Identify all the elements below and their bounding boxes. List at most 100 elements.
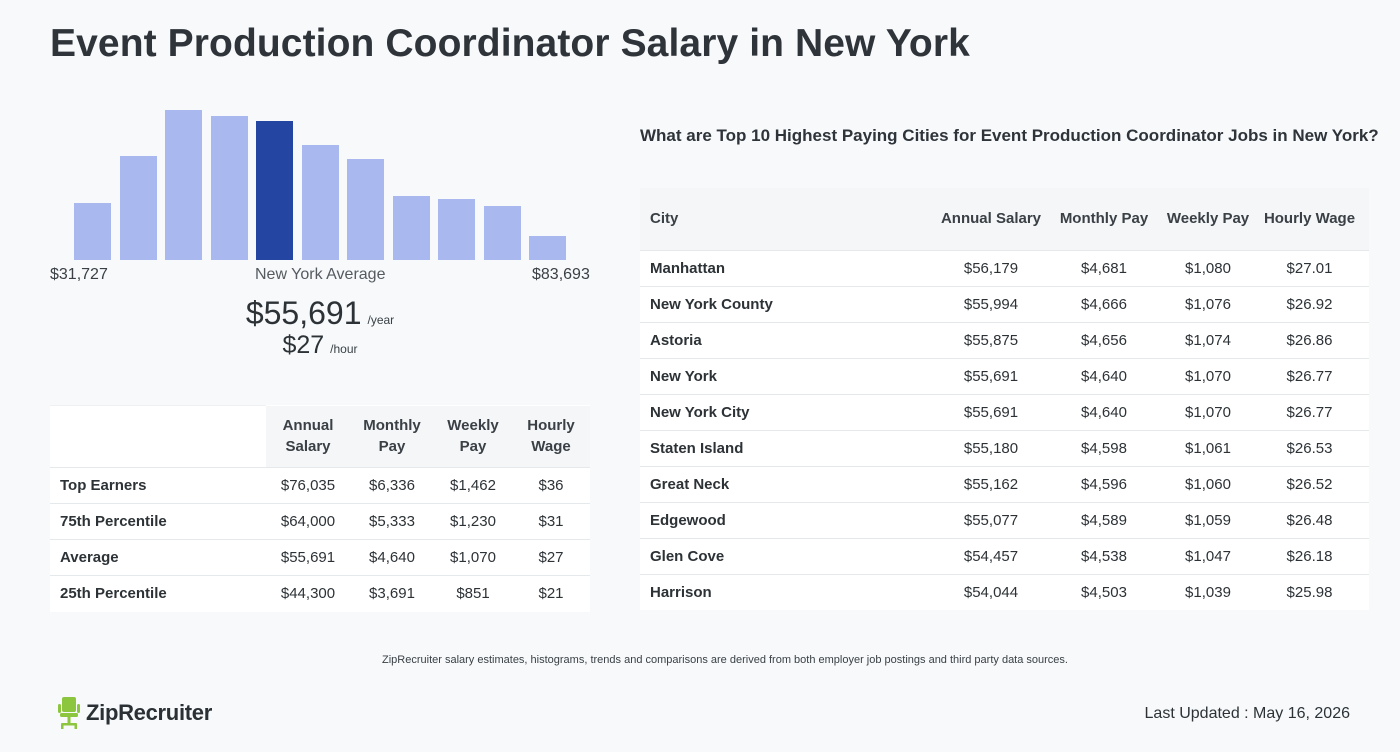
city-row: New York $55,691 $4,640 $1,070 $26.77	[640, 357, 1369, 394]
city-row: Staten Island $55,180 $4,598 $1,061 $26.53	[640, 429, 1369, 466]
city-cell: $26.86	[1250, 321, 1369, 358]
city-row: Manhattan $56,179 $4,681 $1,080 $27.01	[640, 249, 1369, 286]
histogram-bar	[438, 199, 475, 260]
city-cell: $55,994	[940, 285, 1042, 322]
salary-histogram	[50, 100, 590, 260]
city-cell: $1,060	[1166, 465, 1250, 502]
city-cell: $55,875	[940, 321, 1042, 358]
percentile-cell: $6,336	[350, 467, 434, 504]
city-cell: $1,070	[1166, 393, 1250, 430]
histogram-bar	[347, 159, 384, 260]
logo-wordmark: ZipRecruiter	[86, 700, 212, 725]
average-hourly-wage: $27/hour	[0, 331, 640, 360]
percentile-row-label: Average	[50, 539, 266, 576]
average-hourly-value: $27	[282, 331, 325, 359]
percentile-row-label: Top Earners	[50, 467, 266, 504]
city-cell: $4,640	[1042, 393, 1166, 430]
percentile-cell: $31	[512, 503, 590, 540]
percentile-cell: $55,691	[266, 539, 350, 576]
city-cell: $4,640	[1042, 357, 1166, 394]
city-cell: $4,589	[1042, 501, 1166, 538]
percentile-row: 25th Percentile $44,300 $3,691 $851 $21	[50, 575, 590, 612]
percentile-cell: $27	[512, 539, 590, 576]
city-name: Glen Cove	[640, 537, 940, 574]
city-cell: $54,044	[940, 573, 1042, 610]
histogram-bar	[529, 236, 566, 260]
city-cell: $55,691	[940, 393, 1042, 430]
city-name: Harrison	[640, 573, 940, 610]
city-cell: $26.18	[1250, 537, 1369, 574]
city-row: Edgewood $55,077 $4,589 $1,059 $26.48	[640, 501, 1369, 538]
page-title: Event Production Coordinator Salary in N…	[50, 22, 970, 65]
city-row: New York City $55,691 $4,640 $1,070 $26.77	[640, 393, 1369, 430]
average-annual-value: $55,691	[245, 295, 362, 331]
city-row: Glen Cove $54,457 $4,538 $1,047 $26.18	[640, 537, 1369, 574]
city-cell: $55,691	[940, 357, 1042, 394]
ziprecruiter-logo[interactable]: ZipRecruiter	[58, 696, 212, 730]
city-cell: $26.52	[1250, 465, 1369, 502]
histogram-bar	[301, 145, 339, 260]
city-cell: $26.92	[1250, 285, 1369, 322]
data-source-footnote: ZipRecruiter salary estimates, histogram…	[382, 654, 1068, 666]
histogram-bar	[256, 121, 293, 260]
percentile-cell: $5,333	[350, 503, 434, 540]
percentile-row: 75th Percentile $64,000 $5,333 $1,230 $31	[50, 503, 590, 540]
city-cell: $1,070	[1166, 357, 1250, 394]
city-name: Edgewood	[640, 501, 940, 538]
histogram-bar	[74, 203, 111, 260]
percentile-row: Average $55,691 $4,640 $1,070 $27	[50, 539, 590, 576]
percentile-row-label: 25th Percentile	[50, 575, 266, 612]
city-cell: $1,074	[1166, 321, 1250, 358]
city-row: Harrison $54,044 $4,503 $1,039 $25.98	[640, 573, 1369, 610]
city-cell: $54,457	[940, 537, 1042, 574]
percentile-cell: $4,640	[350, 539, 434, 576]
percentile-cell: $21	[512, 575, 590, 612]
city-cell: $1,047	[1166, 537, 1250, 574]
city-name: New York	[640, 357, 940, 394]
percentile-cell: $1,070	[434, 539, 512, 576]
city-row: Astoria $55,875 $4,656 $1,074 $26.86	[640, 321, 1369, 358]
top-cities-table: City Annual Salary Monthly Pay Weekly Pa…	[640, 188, 1369, 610]
histogram-max-label: $83,693	[532, 266, 590, 283]
city-cell: $4,681	[1042, 249, 1166, 286]
city-name: Astoria	[640, 321, 940, 358]
ziprecruiter-chair-icon	[58, 697, 80, 729]
city-cell: $1,076	[1166, 285, 1250, 322]
percentile-cell: $1,462	[434, 467, 512, 504]
top-cities-heading: What are Top 10 Highest Paying Cities fo…	[640, 126, 1379, 145]
histogram-bar	[392, 196, 430, 260]
cities-header-hourly: Hourly Wage	[1250, 188, 1369, 250]
city-cell: $4,596	[1042, 465, 1166, 502]
percentile-cell: $36	[512, 467, 590, 504]
city-cell: $26.77	[1250, 393, 1369, 430]
cities-header-weekly: Weekly Pay	[1166, 188, 1250, 250]
city-cell: $1,061	[1166, 429, 1250, 466]
cities-header-monthly: Monthly Pay	[1042, 188, 1166, 250]
histogram-bar	[483, 206, 521, 260]
percentile-header-row: Annual Salary Monthly Pay Weekly Pay Hou…	[50, 405, 590, 468]
city-cell: $55,180	[940, 429, 1042, 466]
percentile-row: Top Earners $76,035 $6,336 $1,462 $36	[50, 467, 590, 504]
histogram-bar	[165, 110, 202, 260]
city-cell: $55,162	[940, 465, 1042, 502]
city-cell: $55,077	[940, 501, 1042, 538]
percentile-header-hourly: Hourly Wage	[512, 405, 590, 468]
city-name: Staten Island	[640, 429, 940, 466]
percentile-row-label: 75th Percentile	[50, 503, 266, 540]
city-cell: $1,039	[1166, 573, 1250, 610]
city-cell: $4,503	[1042, 573, 1166, 610]
city-cell: $1,059	[1166, 501, 1250, 538]
city-name: New York County	[640, 285, 940, 322]
city-cell: $26.77	[1250, 357, 1369, 394]
city-cell: $4,538	[1042, 537, 1166, 574]
city-row: Great Neck $55,162 $4,596 $1,060 $26.52	[640, 465, 1369, 502]
city-cell: $4,598	[1042, 429, 1166, 466]
histogram-bar	[119, 156, 157, 260]
city-row: New York County $55,994 $4,666 $1,076 $26.92	[640, 285, 1369, 322]
percentile-cell: $76,035	[266, 467, 350, 504]
percentile-header-blank	[50, 405, 266, 468]
histogram-min-label: $31,727	[50, 266, 108, 283]
percentile-cell: $64,000	[266, 503, 350, 540]
city-cell: $26.53	[1250, 429, 1369, 466]
percentile-table: Annual Salary Monthly Pay Weekly Pay Hou…	[50, 405, 590, 612]
